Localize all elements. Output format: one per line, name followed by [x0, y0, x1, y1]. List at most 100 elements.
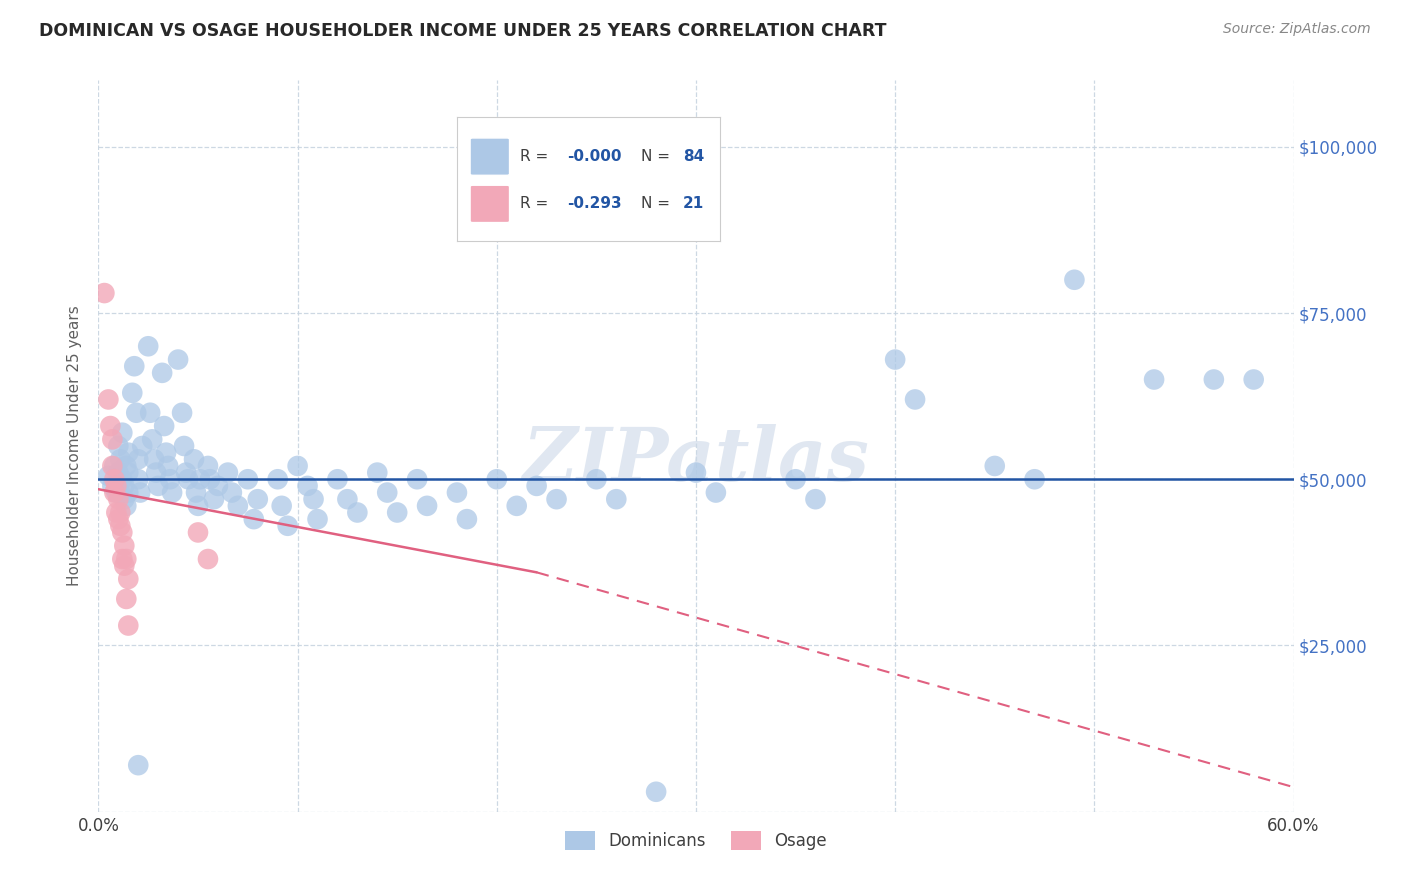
Point [115, 552, 138, 566]
Point [111, 472, 134, 486]
Point [117, 572, 139, 586]
Point [174, 466, 197, 480]
Point [302, 492, 325, 507]
Point [346, 506, 368, 520]
Point [103, 458, 125, 473]
Point [197, 458, 219, 473]
Point [124, 359, 146, 374]
Point [217, 466, 239, 480]
Point [526, 479, 548, 493]
Point [148, 479, 170, 493]
Point [184, 485, 207, 500]
Point [1024, 472, 1046, 486]
Point [326, 472, 349, 486]
Point [110, 485, 132, 500]
Point [103, 485, 125, 500]
Point [107, 492, 129, 507]
Point [115, 499, 138, 513]
Point [1143, 372, 1166, 386]
Point [97, 469, 120, 483]
Point [785, 472, 807, 486]
Point [159, 472, 181, 486]
Point [485, 472, 508, 486]
Point [173, 439, 195, 453]
Point [150, 366, 173, 380]
Point [1063, 273, 1085, 287]
Point [117, 618, 139, 632]
Y-axis label: Householder Income Under 25 years: Householder Income Under 25 years [67, 306, 83, 586]
Point [1243, 372, 1265, 386]
Point [406, 472, 429, 486]
Point [243, 512, 266, 526]
Point [297, 479, 319, 493]
Point [506, 499, 529, 513]
Point [202, 492, 225, 507]
Point [197, 552, 219, 566]
Point [139, 406, 162, 420]
Point [177, 472, 200, 486]
Point [121, 385, 143, 400]
Point [207, 479, 229, 493]
Point [145, 466, 167, 480]
Point [112, 539, 135, 553]
Point [107, 512, 129, 526]
Point [546, 492, 568, 507]
Point [160, 485, 183, 500]
Point [456, 512, 478, 526]
Point [93, 286, 115, 301]
Point [101, 433, 124, 447]
Point [375, 485, 398, 500]
Point [127, 758, 149, 772]
Point [416, 499, 439, 513]
Point [277, 518, 299, 533]
Point [101, 479, 124, 493]
Point [98, 419, 122, 434]
Point [984, 458, 1007, 473]
Point [685, 466, 707, 480]
Point [125, 406, 148, 420]
Point [117, 485, 139, 500]
Point [112, 479, 135, 493]
Text: DOMINICAN VS OSAGE HOUSEHOLDER INCOME UNDER 25 YEARS CORRELATION CHART: DOMINICAN VS OSAGE HOUSEHOLDER INCOME UN… [39, 22, 887, 40]
Point [107, 466, 129, 480]
Point [129, 485, 152, 500]
Point [143, 452, 166, 467]
Point [153, 419, 176, 434]
Legend: Dominicans, Osage: Dominicans, Osage [557, 822, 835, 858]
Point [167, 352, 190, 367]
Point [172, 406, 194, 420]
Point [103, 472, 125, 486]
Point [904, 392, 927, 407]
Point [605, 492, 627, 507]
Point [155, 445, 177, 459]
Point [226, 499, 249, 513]
Text: ZIPatlas: ZIPatlas [523, 425, 869, 497]
Point [112, 492, 135, 507]
Point [336, 492, 359, 507]
Point [107, 439, 129, 453]
Point [101, 458, 124, 473]
Point [117, 466, 139, 480]
Point [221, 485, 243, 500]
Point [187, 525, 209, 540]
Point [385, 506, 409, 520]
Point [307, 512, 329, 526]
Point [105, 479, 128, 493]
Point [804, 492, 827, 507]
Point [105, 506, 128, 520]
Point [127, 452, 149, 467]
Point [112, 558, 135, 573]
Point [115, 591, 138, 606]
Point [115, 458, 138, 473]
Point [131, 439, 153, 453]
Point [117, 445, 139, 459]
Point [105, 485, 128, 500]
Point [645, 785, 668, 799]
Point [127, 472, 149, 486]
Point [267, 472, 290, 486]
Text: Source: ZipAtlas.com: Source: ZipAtlas.com [1223, 22, 1371, 37]
Point [111, 525, 134, 540]
Point [110, 452, 132, 467]
Point [704, 485, 727, 500]
Point [446, 485, 468, 500]
